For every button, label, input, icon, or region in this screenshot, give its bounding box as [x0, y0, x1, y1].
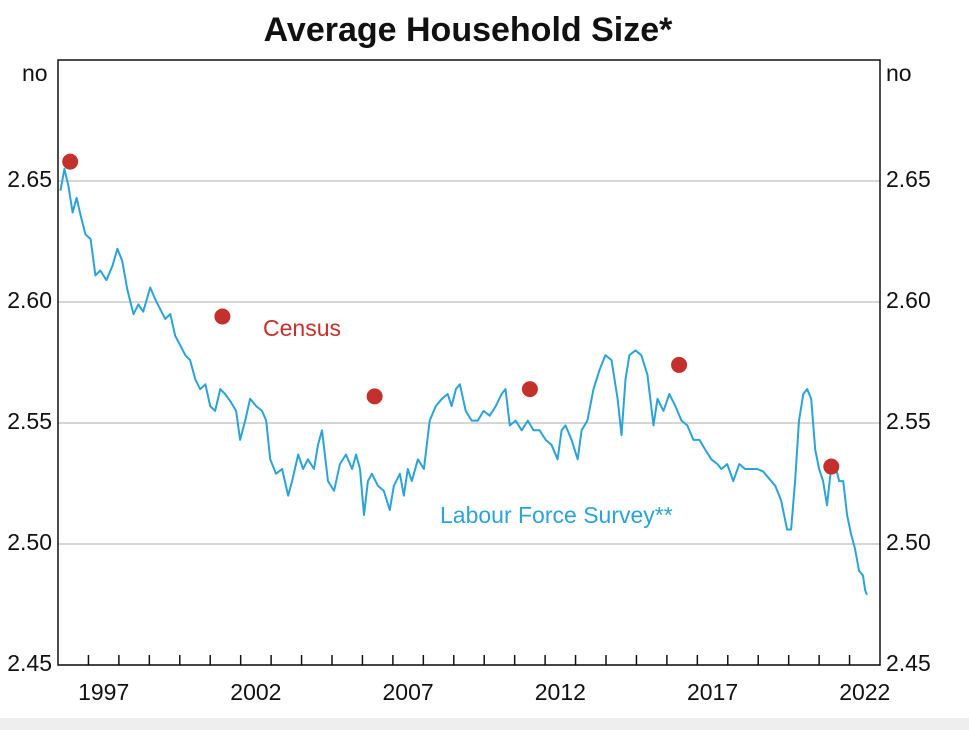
x-tick-label: 2012: [535, 679, 586, 705]
y2-axis-label: no: [886, 60, 912, 86]
census-point: [521, 381, 538, 398]
y-tick-label: 2.45: [7, 650, 52, 676]
census-point: [62, 153, 79, 170]
census-point: [366, 388, 383, 405]
plot-frame: [57, 59, 881, 666]
x-tick-label: 2017: [687, 679, 738, 705]
x-tick-label: 2007: [383, 679, 434, 705]
line-series: [59, 167, 868, 596]
y2-tick-label: 2.55: [886, 408, 931, 434]
x-tick-label: 2002: [230, 679, 281, 705]
x-tick-label: 2022: [839, 679, 890, 705]
y-tick-label: 2.60: [7, 287, 52, 313]
census-point: [214, 308, 231, 325]
y-tick-label: 2.65: [7, 166, 52, 192]
y2-tick-label: 2.50: [886, 529, 931, 555]
y-tick-label: 2.50: [7, 529, 52, 555]
chart-title: Average Household Size*: [264, 11, 674, 49]
y-axis-label: no: [22, 60, 48, 86]
x-tick-label: 1997: [78, 679, 129, 705]
y2-tick-label: 2.60: [886, 287, 931, 313]
series-label: Labour Force Survey**: [440, 502, 673, 528]
series-label: Census: [263, 315, 341, 341]
bottom-bar: [0, 718, 969, 730]
census-point: [823, 458, 840, 475]
y2-tick-label: 2.45: [886, 650, 931, 676]
y2-tick-label: 2.65: [886, 166, 931, 192]
y-tick-label: 2.55: [7, 408, 52, 434]
census-point: [671, 356, 688, 373]
